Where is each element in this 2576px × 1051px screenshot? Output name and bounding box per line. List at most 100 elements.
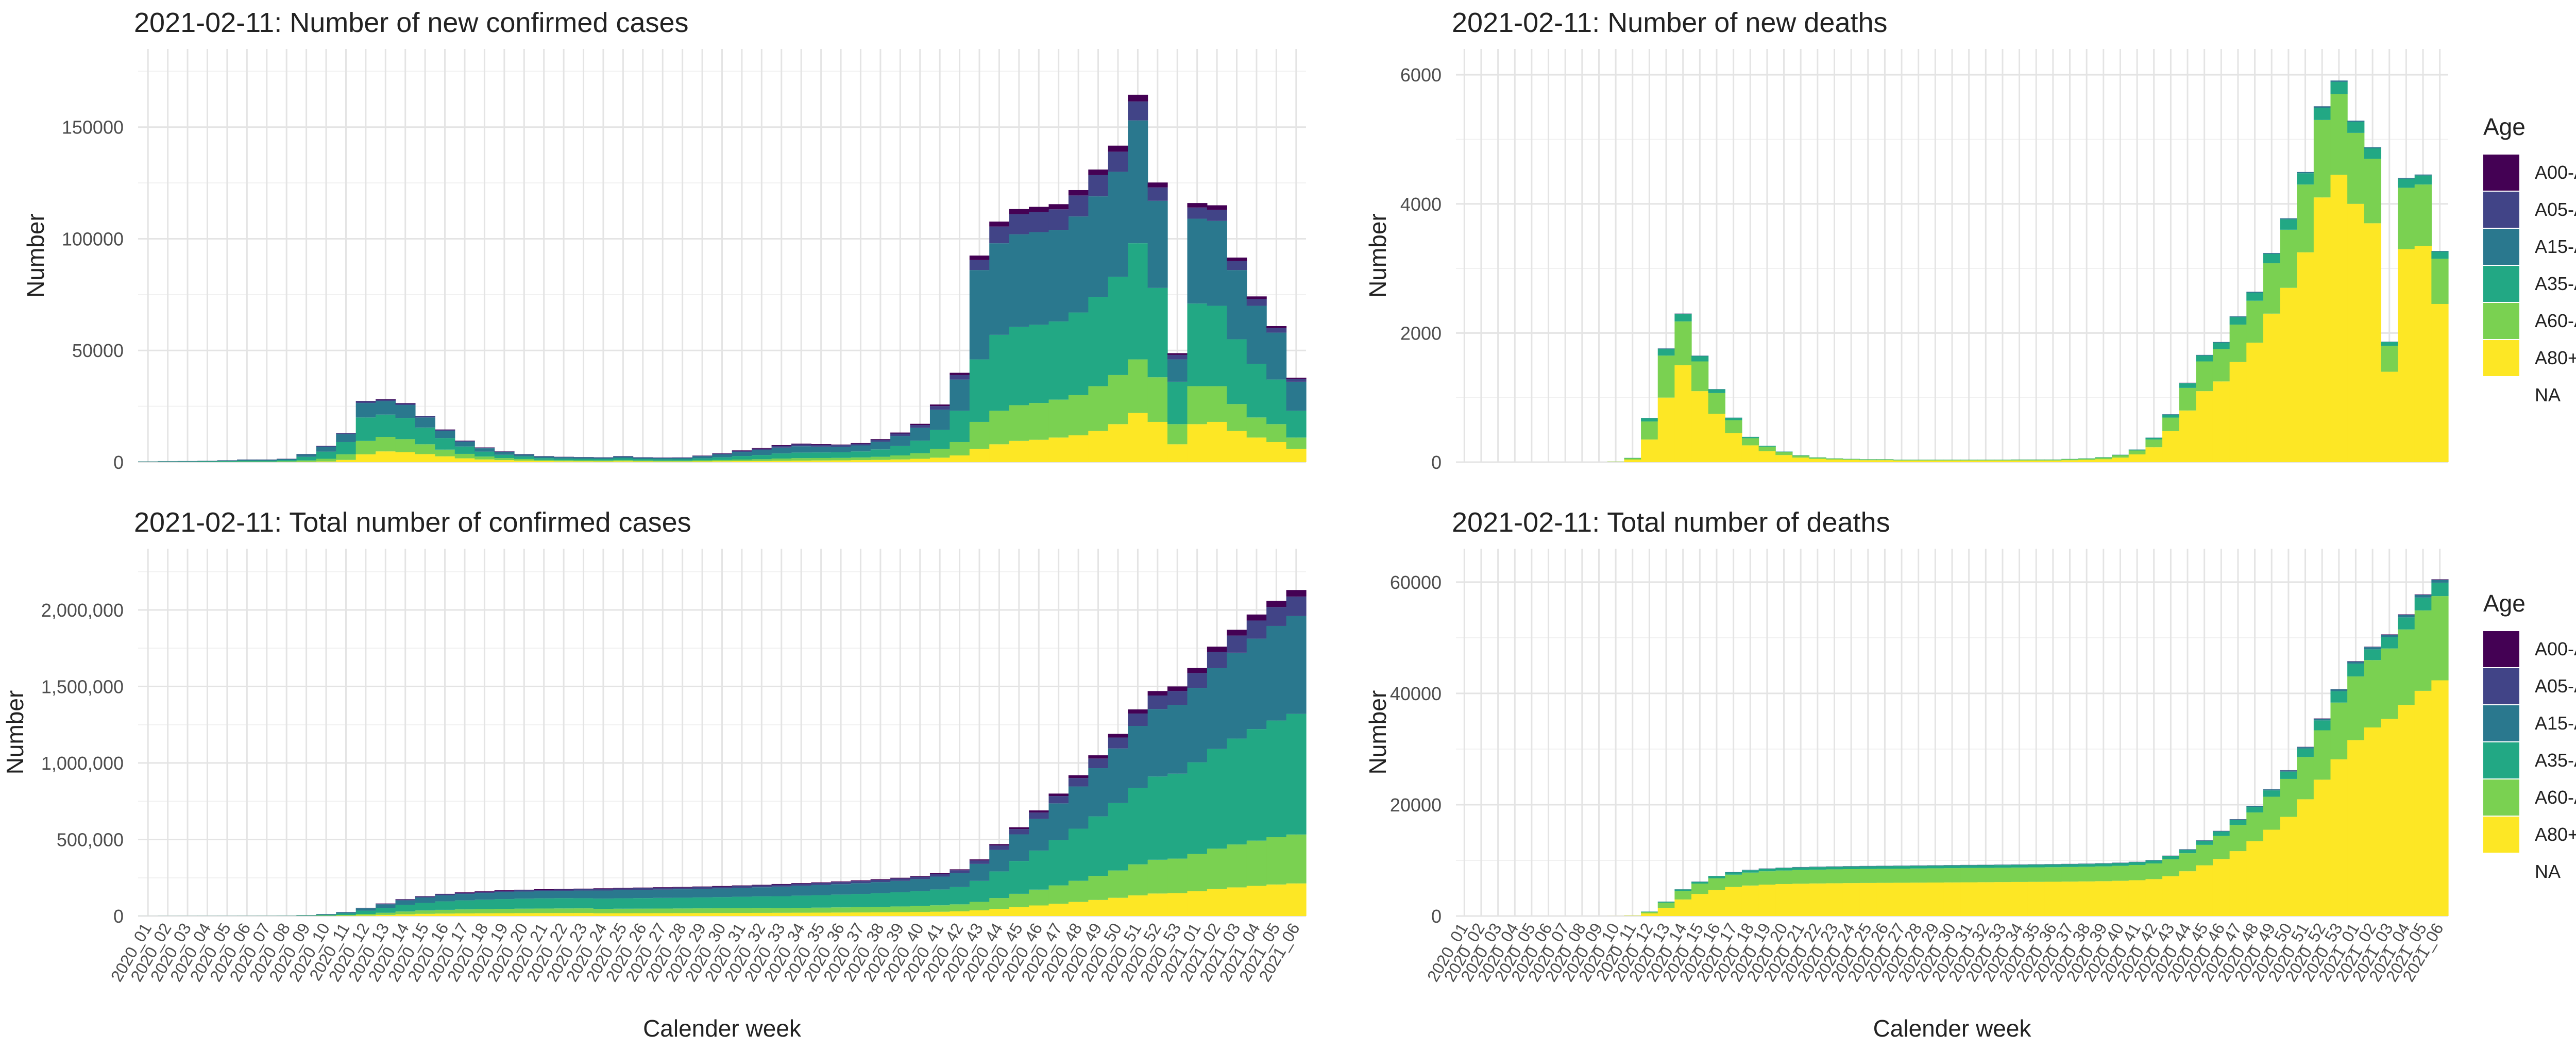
bar-segment [2162,859,2180,876]
bars [1607,579,2449,916]
x-axis-title: Calender week [1873,1015,2032,1042]
bar-segment [1691,391,1709,462]
bar-segment [692,887,713,889]
bar-segment [1994,864,2011,866]
bar-segment [1088,297,1109,386]
bar-segment [257,461,277,462]
bar-segment [771,886,792,896]
bar-segment [336,460,357,462]
bar-segment [2212,831,2230,832]
bar-segment [732,452,752,456]
bar-segment [1147,287,1168,378]
bar-segment [2347,664,2365,676]
bar-segment [553,461,574,462]
bar-segment [1108,748,1128,803]
bar-segment [771,445,792,446]
bar-segment [395,900,416,905]
bar-segment [2263,253,2281,264]
bar-segment [316,459,336,462]
bar-segment [2246,300,2264,343]
bar-segment [653,457,673,460]
bar-segment [553,459,574,461]
bar-segment [1128,788,1148,864]
bar-segment [2246,343,2264,462]
bar-segment [653,908,673,913]
bar-segment [1859,460,1877,462]
bar-segment [1910,883,1927,916]
legend-label: A35-A59 [2535,273,2576,294]
bar-segment [851,451,871,457]
bar-segment [454,440,475,442]
bar-segment [771,912,792,916]
bar-segment [2212,832,2230,836]
bar-segment [336,442,357,454]
bar-segment [454,892,475,894]
bar-segment [2364,649,2382,660]
bar-segment [1910,460,1927,461]
bar-segment [2011,882,2028,916]
bar-segment [2044,460,2062,461]
bar-segment [1758,446,1776,451]
bar-segment [1227,257,1247,261]
bar-segment [336,912,357,913]
bar-segment [2246,807,2264,812]
bar-segment [1775,868,1793,871]
bar-segment [1741,872,1759,886]
bar-segment [1029,207,1049,212]
y-tick-label: 50000 [72,340,124,361]
bar-segment [890,892,911,907]
bar-segment [1708,890,1725,916]
bar-segment [1266,424,1287,442]
bar-segment [2347,132,2365,204]
bar-segment [1187,762,1208,854]
bar-segment [1286,378,1307,379]
bar-segment [2145,447,2163,462]
bar-segment [2044,864,2062,868]
bar-segment [1792,867,1810,870]
bar-segment [2398,617,2415,630]
bar-segment [1088,876,1109,900]
bar-segment [2263,263,2281,314]
bar-segment [811,446,832,453]
bar-segment [2246,812,2264,841]
bar-segment [316,451,336,459]
bar-segment [355,913,376,916]
bar-segment [890,446,911,455]
bar-segment [752,448,772,449]
bar-segment [435,913,455,916]
bar-segment [1227,404,1247,431]
bar-segment [712,888,733,897]
bar-segment [2414,174,2432,176]
bar-segment [2414,175,2432,185]
bar-segment [593,889,614,891]
y-tick-labels: 0 500,000 1,000,000 1,500,000 2,000,000 [41,600,124,927]
bar-segment [1286,411,1307,438]
bar-segment [2145,860,2163,863]
bar-segment [1792,455,1810,458]
bar-segment [1927,868,1944,883]
bar-segment [692,460,713,462]
bar-segment [2145,439,2163,448]
bar-segment [969,270,990,360]
bar-segment [969,421,990,449]
bar-segment [752,459,772,461]
bar-segment [593,909,614,913]
bar-segment [969,910,990,916]
bar-segment [1893,866,1910,869]
bar-segment [950,887,970,905]
bar-segment [811,460,832,462]
bar-segment [514,890,535,892]
bar-segment [712,897,733,908]
bar-segment [336,915,357,916]
bar-segment [1108,803,1128,871]
bar-segment [2145,879,2163,916]
bar-segment [1048,437,1069,462]
bar-segment [2196,391,2213,462]
legend-title: Age [2483,113,2526,140]
bar-segment [1893,869,1910,883]
bar-segment [2398,249,2415,462]
bar-segment [1207,849,1227,889]
bar-segment [1266,837,1287,885]
bar-segment [1641,911,1658,912]
bar-segment [732,886,752,888]
